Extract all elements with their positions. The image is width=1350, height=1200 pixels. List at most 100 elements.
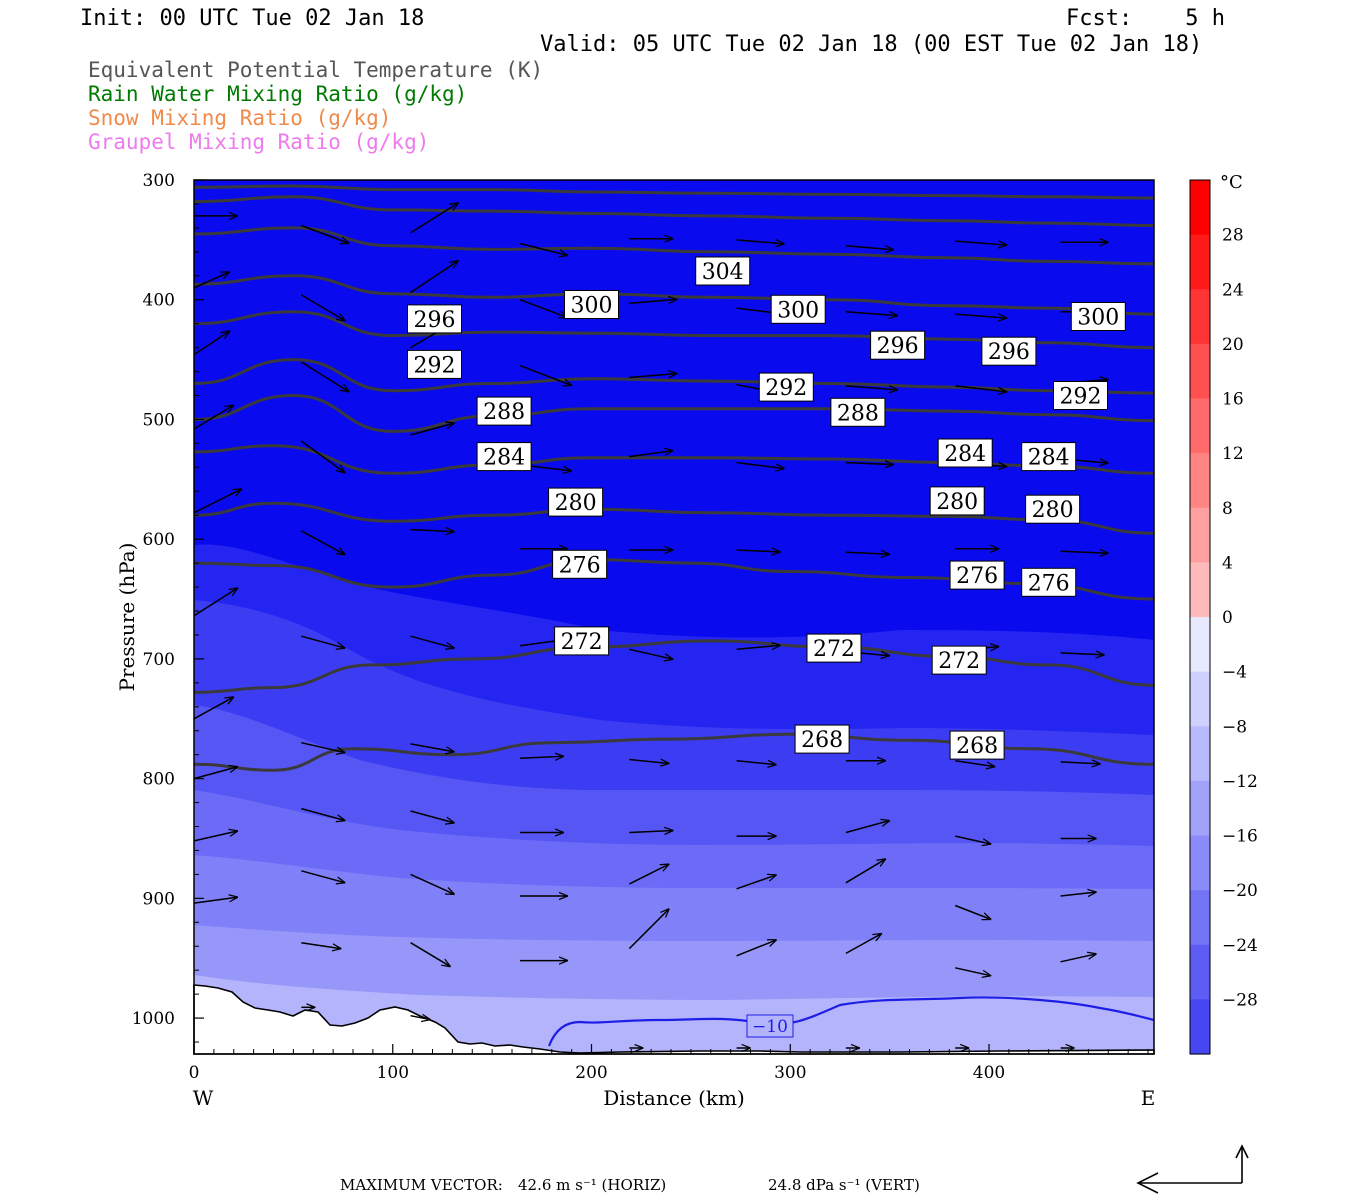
theta-e-line-308 bbox=[193, 195, 1155, 227]
wind-vector-10 bbox=[300, 294, 345, 321]
wind-vector-58 bbox=[629, 760, 669, 764]
y-tick-label-800: 800 bbox=[143, 770, 175, 790]
colorbar-tick-label-2: 20 bbox=[1222, 335, 1244, 355]
y-axis-title: Pressure (hPa) bbox=[115, 543, 139, 692]
x-tick-label-100: 100 bbox=[377, 1063, 409, 1083]
theta-e-label-box-12 bbox=[476, 442, 532, 472]
wind-vector-55 bbox=[301, 741, 345, 753]
theta-e-line-280 bbox=[193, 501, 1155, 535]
wind-vector-36 bbox=[193, 489, 242, 514]
wind-vector-82 bbox=[301, 941, 341, 949]
wind-vector-57 bbox=[519, 756, 564, 758]
wind-vector-70 bbox=[955, 835, 991, 844]
wind-vector-22 bbox=[629, 374, 677, 378]
y-tick-label-500: 500 bbox=[143, 411, 175, 431]
wind-vector-88 bbox=[955, 967, 991, 976]
wind-vector-80 bbox=[1060, 892, 1097, 896]
wind-vector-79 bbox=[954, 904, 991, 920]
theta-e-label-box-6 bbox=[981, 336, 1037, 366]
wind-vector-83 bbox=[410, 942, 451, 967]
wind-vector-62 bbox=[1060, 762, 1101, 764]
temp-contour-label: −10 bbox=[752, 1017, 788, 1037]
colorbar-tick-label-4: 12 bbox=[1222, 444, 1244, 464]
wind-vector-11 bbox=[410, 261, 459, 294]
theta-e-label-11: 288 bbox=[837, 401, 879, 426]
colorbar-cell-28 bbox=[1190, 234, 1210, 290]
wind-vector-9 bbox=[193, 272, 230, 289]
colorbar-frame bbox=[1189, 179, 1211, 1055]
colorbar-cell-8 bbox=[1190, 507, 1210, 563]
theta-e-label-9: 292 bbox=[1060, 385, 1102, 410]
wind-vector-78 bbox=[845, 859, 886, 884]
wind-vector-3 bbox=[519, 242, 568, 256]
colorbar-tick-label-12: −20 bbox=[1222, 881, 1258, 901]
wind-vector-29 bbox=[410, 423, 455, 436]
legend-field-graupel: Graupel Mixing Ratio (g/kg) bbox=[88, 130, 430, 154]
theta-e-label-box-4 bbox=[407, 304, 462, 334]
legend-field-rain: Rain Water Mixing Ratio (g/kg) bbox=[88, 82, 468, 106]
wind-vector-73 bbox=[301, 870, 345, 883]
colorbar-tick-label-1: 24 bbox=[1222, 280, 1244, 300]
theta-e-label-14: 284 bbox=[1028, 446, 1070, 471]
theta-e-label-3: 300 bbox=[1077, 306, 1119, 331]
theta-e-label-6: 296 bbox=[988, 340, 1030, 365]
wind-vector-46 bbox=[301, 635, 345, 648]
theta-e-label-box-1 bbox=[564, 290, 619, 319]
theta-e-label-box-24 bbox=[794, 724, 850, 754]
wind-vector-59 bbox=[736, 761, 777, 765]
theta-e-label-box-14 bbox=[1021, 442, 1077, 472]
theta-e-line-292 bbox=[193, 358, 1155, 395]
colorbar-unit: °C bbox=[1220, 172, 1243, 193]
y-tick-label-400: 400 bbox=[143, 291, 175, 311]
colorbar-tick-label-0: 28 bbox=[1222, 226, 1244, 246]
max-vector-vert: 24.8 dPa s⁻¹ (VERT) bbox=[768, 1176, 920, 1194]
colorbar-cell-4 bbox=[1190, 562, 1210, 618]
theta-e-label-18: 276 bbox=[559, 553, 601, 578]
wind-vector-24 bbox=[845, 386, 898, 390]
theta-e-label-box-0 bbox=[695, 256, 751, 286]
wind-vector-16 bbox=[955, 314, 1007, 318]
wind-vector-25 bbox=[955, 385, 1007, 392]
theta-e-label-box-18 bbox=[552, 549, 608, 579]
x-tick-label-0: 0 bbox=[189, 1063, 200, 1083]
legend-field-theta-e: Equivalent Potential Temperature (K) bbox=[88, 58, 544, 82]
theta-e-label-13: 284 bbox=[944, 442, 986, 467]
wind-vector-1 bbox=[301, 224, 349, 244]
reference-vector-icon bbox=[1136, 1144, 1249, 1194]
theta-e-label-box-22 bbox=[806, 633, 862, 663]
theta-e-label-25: 268 bbox=[956, 734, 998, 759]
colorbar-cell--28 bbox=[1190, 999, 1210, 1055]
theta-e-label-5: 296 bbox=[877, 334, 919, 359]
colorbar-tick-label-14: −28 bbox=[1222, 990, 1258, 1010]
wind-vector-64 bbox=[301, 807, 345, 821]
wind-vector-12 bbox=[519, 298, 568, 318]
theta-e-label-22: 272 bbox=[813, 637, 855, 662]
theta-e-line-300 bbox=[193, 274, 1155, 316]
wind-vector-72 bbox=[193, 831, 238, 842]
theta-e-labels: 304 300 300 300 296 296 296 292 292 292 288 288 284 2… bbox=[407, 256, 1126, 760]
wind-vector-31 bbox=[629, 451, 673, 458]
theta-e-label-2: 300 bbox=[777, 298, 819, 323]
colorbar-tick-label-11: −16 bbox=[1222, 827, 1258, 847]
theta-e-label-21: 272 bbox=[561, 630, 603, 655]
init-time: Init: 00 UTC Tue 02 Jan 18 bbox=[80, 6, 425, 31]
wind-vector-32 bbox=[736, 461, 785, 469]
colorbar-tick-label-5: 8 bbox=[1222, 499, 1233, 519]
wind-vector-53 bbox=[1060, 653, 1105, 655]
x-end-label-west: W bbox=[193, 1086, 214, 1110]
colorbar-tick-label-10: −12 bbox=[1222, 772, 1258, 792]
theta-e-label-10: 288 bbox=[483, 400, 525, 425]
colorbar-cell-20 bbox=[1190, 343, 1210, 400]
wind-vector-7 bbox=[955, 241, 1007, 245]
wind-vector-28 bbox=[300, 440, 345, 473]
colorbar-cell--24 bbox=[1190, 944, 1210, 1000]
wind-vector-18 bbox=[193, 331, 230, 356]
x-tick-label-200: 200 bbox=[575, 1063, 607, 1083]
colorbar-cell-16 bbox=[1190, 398, 1210, 454]
wind-vector-85 bbox=[628, 909, 669, 950]
colorbar-cell--12 bbox=[1190, 780, 1210, 837]
theta-e-line-284 bbox=[193, 444, 1155, 475]
y-axis: 300 400 500 600 700 800 900 1000 bbox=[132, 171, 204, 1043]
colorbar-tick-label-9: −8 bbox=[1222, 717, 1247, 737]
wind-vector-37 bbox=[300, 530, 345, 555]
